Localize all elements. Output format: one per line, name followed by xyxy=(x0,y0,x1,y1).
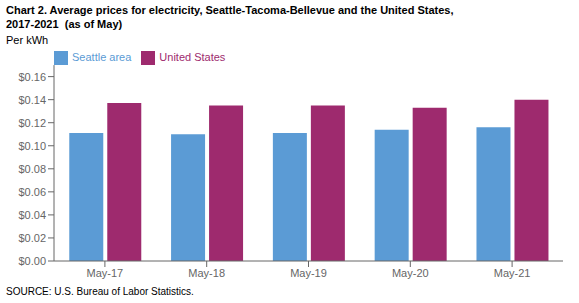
html-text:United States: United States xyxy=(159,51,226,63)
html-text:2017-2021 (as of May): 2017-2021 (as of May) xyxy=(6,18,123,30)
svg-text:$0.12: $0.12 xyxy=(18,117,46,129)
svg-text:$0.10: $0.10 xyxy=(18,140,46,152)
svg-text:$0.08: $0.08 xyxy=(18,163,46,175)
html-text:SOURCE: U.S. Bureau of Labor S: SOURCE: U.S. Bureau of Labor Statistics. xyxy=(6,286,194,297)
svg-text:$0.06: $0.06 xyxy=(18,186,46,198)
svg-text:May-21: May-21 xyxy=(494,267,531,279)
html-text:Seattle area: Seattle area xyxy=(72,51,132,63)
svg-text:May-18: May-18 xyxy=(188,267,225,279)
svg-text:May-20: May-20 xyxy=(392,267,429,279)
svg-text:May-19: May-19 xyxy=(290,267,327,279)
svg-text:$0.02: $0.02 xyxy=(18,232,46,244)
svg-text:$0.16: $0.16 xyxy=(18,71,46,83)
svg-text:May-17: May-17 xyxy=(87,267,124,279)
html-text:Chart 2. Average prices for el: Chart 2. Average prices for electricity,… xyxy=(6,4,454,16)
svg-text:$0.14: $0.14 xyxy=(18,94,46,106)
svg-text:$0.00: $0.00 xyxy=(18,255,46,267)
html-text:Per kWh: Per kWh xyxy=(6,34,49,46)
svg-text:$0.04: $0.04 xyxy=(18,209,46,221)
